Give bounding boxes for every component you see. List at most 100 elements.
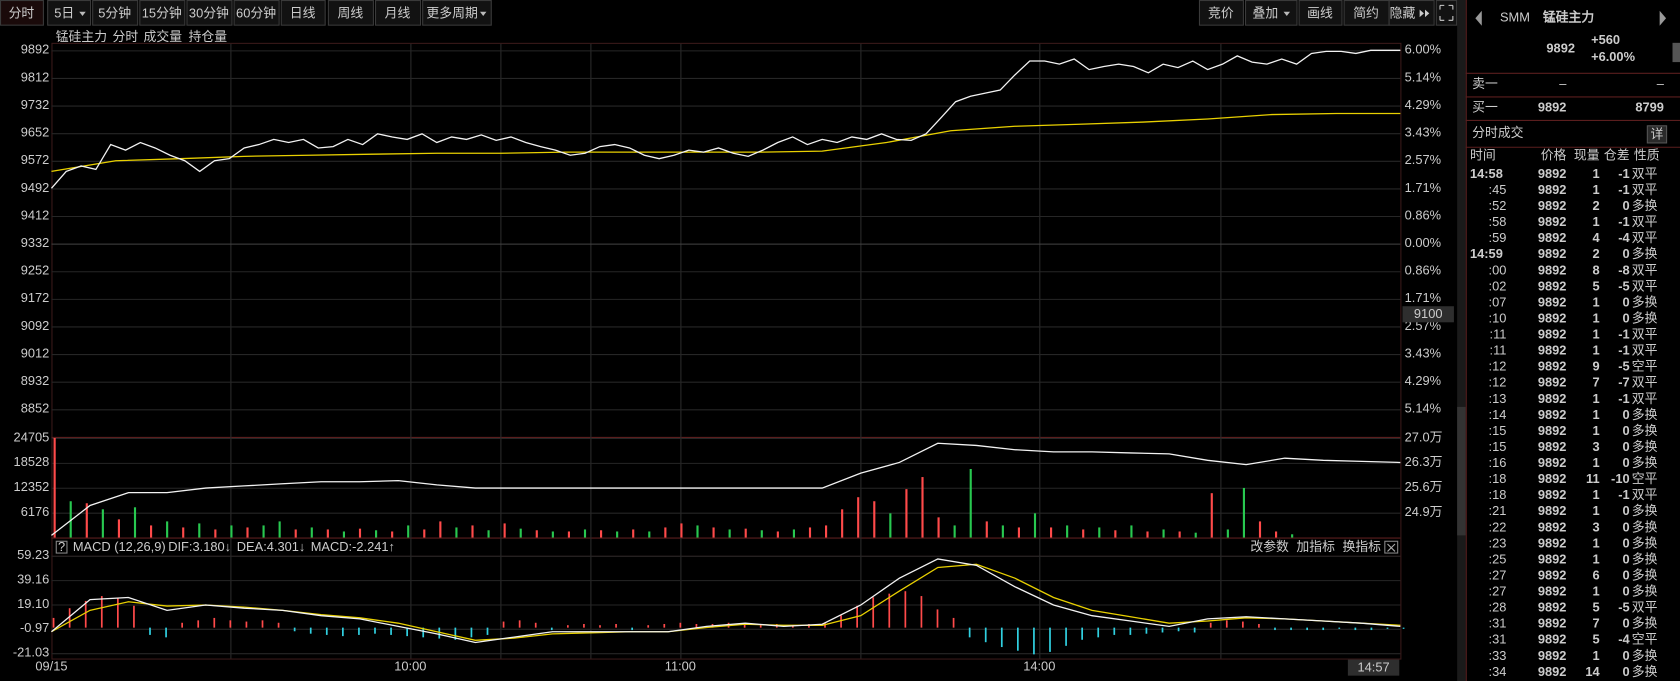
expand-icon: [1439, 4, 1454, 21]
trade-volume: 1: [1592, 551, 1599, 566]
toolbar-label[interactable]: 周线: [338, 5, 364, 20]
legend-item[interactable]: 成交量: [144, 29, 183, 44]
trade-type: 双平: [1632, 166, 1658, 181]
trade-oi-change: -7: [1618, 375, 1629, 390]
indicator-button[interactable]: 加指标: [1296, 539, 1335, 554]
toolbar-label[interactable]: 叠加: [1253, 5, 1279, 20]
last-price: 9892: [1546, 41, 1575, 56]
toolbar-label[interactable]: 5分钟: [98, 5, 131, 20]
toolbar-button[interactable]: [327, 0, 374, 26]
toolbar-label[interactable]: 15分钟: [142, 5, 182, 20]
next-arrow[interactable]: [1659, 10, 1667, 26]
toolbar-button[interactable]: [186, 0, 233, 26]
y-tick-label: 39.16: [17, 571, 49, 586]
change-pct: +6.00%: [1591, 49, 1636, 64]
help-box[interactable]: [55, 540, 68, 554]
trade-type: 双平: [1632, 262, 1658, 277]
toolbar-label[interactable]: 60分钟: [236, 5, 276, 20]
trade-oi-change: 0: [1622, 616, 1629, 631]
toolbar-label[interactable]: 隐藏: [1390, 5, 1416, 20]
toolbar-button[interactable]: [1298, 0, 1343, 26]
percent-label: 6.00%: [1405, 42, 1441, 57]
toolbar-button[interactable]: [92, 0, 139, 26]
toolbar-label[interactable]: 5日: [54, 5, 74, 20]
toolbar-label[interactable]: 画线: [1307, 5, 1333, 20]
legend-item[interactable]: 持仓量: [189, 29, 228, 44]
trade-oi-change: 0: [1622, 294, 1629, 309]
macd-title: MACD (12,26,9): [73, 539, 166, 554]
trade-oi-change: -1: [1618, 214, 1629, 229]
toolbar-label[interactable]: 简约: [1353, 5, 1379, 20]
trade-time: :11: [1490, 343, 1507, 358]
toolbar-label[interactable]: 月线: [385, 5, 411, 20]
toolbar-button[interactable]: [375, 0, 422, 26]
trade-time: :22: [1489, 519, 1507, 534]
trade-price: 9892: [1538, 391, 1567, 406]
trade-time: 14:59: [1470, 246, 1503, 261]
trade-price: 9892: [1538, 471, 1567, 486]
trade-price: 9892: [1538, 567, 1567, 582]
detail-label[interactable]: 详: [1651, 126, 1664, 141]
detail-button[interactable]: [1646, 125, 1668, 144]
indicator-button[interactable]: 改参数: [1250, 539, 1289, 554]
trade-time: :28: [1489, 600, 1507, 615]
toolbar-button[interactable]: [233, 0, 280, 26]
toolbar-button[interactable]: [0, 0, 44, 26]
toolbar-label[interactable]: 日线: [290, 5, 316, 20]
trade-oi-change: -8: [1618, 262, 1629, 277]
trade-volume: 1: [1592, 214, 1599, 229]
scroll-thumb[interactable]: [1457, 406, 1466, 536]
trade-volume: 1: [1592, 182, 1599, 197]
toolbar-label[interactable]: 竞价: [1208, 5, 1234, 20]
indicator-button[interactable]: 换指标: [1343, 539, 1382, 554]
trade-price: 9892: [1538, 535, 1567, 550]
legend-item[interactable]: 分时: [112, 29, 138, 44]
toolbar-button[interactable]: [422, 0, 492, 26]
trade-time: :15: [1489, 423, 1507, 438]
toolbar-label[interactable]: 30分钟: [189, 5, 229, 20]
toolbar-label[interactable]: 分时: [9, 5, 35, 20]
prev-arrow[interactable]: [1475, 10, 1482, 26]
trade-price: 9892: [1538, 343, 1567, 358]
close-box[interactable]: [1384, 540, 1399, 554]
oi-tick-label: 24.9万: [1405, 504, 1443, 519]
trade-time: :00: [1489, 262, 1507, 277]
toolbar-button[interactable]: [280, 0, 326, 26]
toolbar-button[interactable]: [1198, 0, 1244, 26]
trade-volume: 1: [1592, 166, 1599, 181]
trade-volume: 3: [1592, 439, 1599, 454]
trade-time: :27: [1489, 584, 1507, 599]
y-tick-label: 9732: [21, 97, 50, 112]
toolbar-label[interactable]: 更多周期: [426, 5, 477, 20]
toolbar-button[interactable]: [139, 0, 186, 26]
legend-item[interactable]: 锰硅主力: [56, 29, 107, 44]
time-cursor: 14:57: [1357, 660, 1389, 675]
y-tick-label: 9812: [21, 69, 50, 84]
trade-price: 9892: [1538, 519, 1567, 534]
trade-price: 9892: [1538, 278, 1567, 293]
trade-type: 多换: [1632, 584, 1658, 599]
trade-price: 9892: [1538, 166, 1567, 181]
percent-label: 5.14%: [1405, 69, 1441, 84]
dif-line: [51, 558, 1401, 644]
y-tick-label: 12352: [14, 479, 50, 494]
trade-volume: 7: [1592, 616, 1599, 631]
trade-type: 多换: [1632, 198, 1658, 213]
trade-price: 9892: [1538, 310, 1567, 325]
trade-price: 9892: [1538, 584, 1567, 599]
trade-volume: 5: [1592, 278, 1599, 293]
side-tab[interactable]: [1672, 42, 1680, 63]
time-cursor-box: [1347, 659, 1400, 676]
y-tick-label: 9332: [21, 235, 50, 250]
y-tick-label: 9652: [21, 125, 50, 140]
expand-button[interactable]: [1435, 0, 1458, 26]
y-tick-label: 8852: [21, 401, 50, 416]
trade-volume: 11: [1586, 471, 1600, 486]
trade-time: :34: [1489, 664, 1507, 679]
trade-oi-change: 0: [1622, 423, 1629, 438]
x-tick-label: 10:00: [394, 658, 426, 673]
trade-time: :45: [1489, 182, 1507, 197]
y-tick-label: 19.10: [17, 596, 49, 611]
bid-price: 9892: [1538, 100, 1567, 115]
